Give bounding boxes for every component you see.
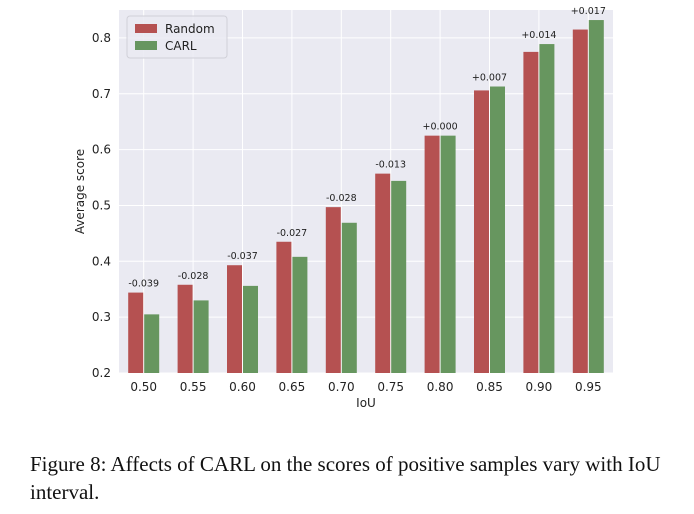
x-tick-label: 0.90 [526, 380, 553, 394]
x-axis-label: IoU [356, 396, 376, 410]
y-tick-label: 0.2 [92, 366, 111, 380]
x-tick-label: 0.70 [328, 380, 355, 394]
bar-carl [391, 180, 407, 373]
x-tick-label: 0.75 [377, 380, 404, 394]
bar-carl [243, 285, 258, 373]
data-label: -0.037 [227, 251, 258, 262]
data-label: -0.028 [178, 271, 209, 282]
data-label: +0.000 [423, 122, 458, 133]
bar-random [474, 90, 489, 374]
legend-label-carl: CARL [165, 39, 197, 53]
bar-chart-figure: 0.2 0.3 0.4 0.5 0.6 0.7 0.8 -0.039 -0.028 -0.037 -… [73, 6, 613, 410]
y-tick-label: 0.4 [92, 254, 111, 268]
figure-caption: Figure 8: Affects of CARL on the scores … [30, 452, 661, 504]
bar-random [523, 51, 539, 374]
bar-random [375, 173, 391, 373]
data-label: +0.007 [472, 73, 507, 84]
bar-random [276, 241, 292, 373]
legend-swatch-random [135, 24, 157, 33]
bar-carl [292, 256, 308, 373]
bar-random [424, 135, 440, 373]
bar-random [177, 284, 193, 373]
legend-swatch-carl [135, 41, 157, 50]
bar-carl [144, 314, 160, 373]
bar-carl [193, 300, 209, 373]
bar-random [325, 207, 341, 373]
bar-carl [588, 20, 604, 373]
bar-carl [440, 135, 456, 373]
y-tick-label: 0.3 [92, 310, 111, 324]
data-label: -0.039 [128, 279, 159, 290]
chart-svg: 0.2 0.3 0.4 0.5 0.6 0.7 0.8 -0.039 -0.028 -0.037 -… [73, 6, 613, 410]
y-tick-label: 0.8 [92, 31, 111, 45]
data-label: -0.028 [326, 193, 357, 204]
y-tick-label: 0.7 [92, 87, 111, 101]
x-tick-label: 0.50 [130, 380, 157, 394]
data-label: +0.014 [521, 30, 556, 41]
bar-random [572, 29, 588, 374]
data-label: -0.013 [375, 160, 406, 171]
data-label: +0.017 [571, 6, 606, 17]
bar-random [227, 265, 242, 373]
y-axis-label: Average score [73, 149, 87, 234]
bar-random [128, 292, 144, 373]
x-tick-label: 0.55 [180, 380, 207, 394]
y-tick-label: 0.6 [92, 143, 111, 157]
bar-carl [341, 222, 357, 373]
bar-carl [539, 44, 555, 373]
x-tick-label: 0.80 [427, 380, 454, 394]
x-tick-label: 0.60 [229, 380, 256, 394]
data-label: -0.027 [277, 228, 308, 239]
bar-carl [490, 86, 505, 374]
x-tick-label: 0.85 [476, 380, 503, 394]
x-tick-label: 0.65 [279, 380, 306, 394]
y-tick-label: 0.5 [92, 198, 111, 212]
x-tick-label: 0.95 [575, 380, 602, 394]
legend-label-random: Random [165, 22, 215, 36]
